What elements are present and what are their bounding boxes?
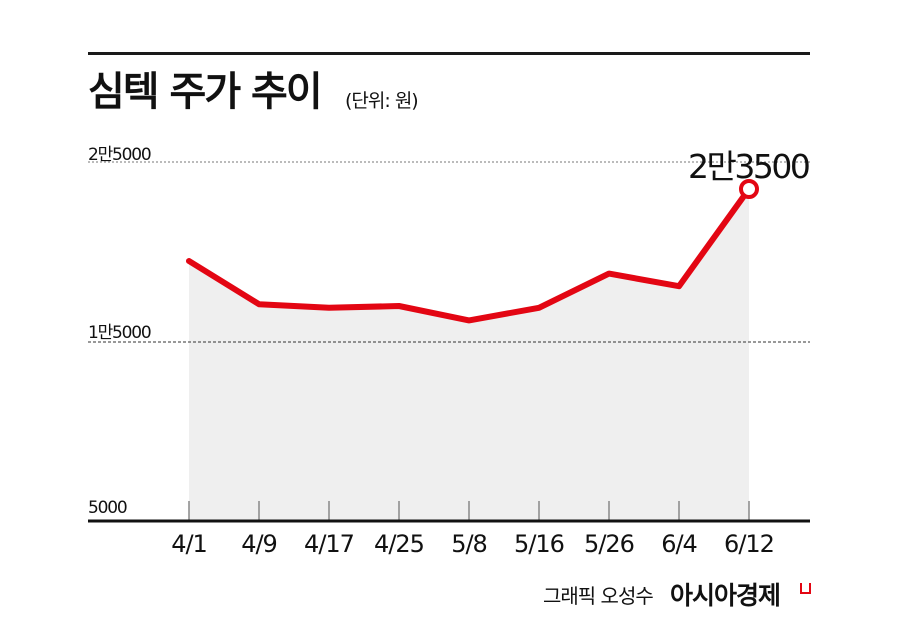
chart-title: 심텍 주가 추이 [88,69,323,115]
price-line [186,186,752,324]
unit-label: (단위: 원) [345,90,419,112]
x-label-4-25: 4/25 [374,530,425,558]
last-value-callout: 2만3500 [688,147,811,186]
brand-logo: 아시아경제 [670,581,781,610]
x-label-5-26: 5/26 [584,530,635,558]
area-fill [189,189,749,521]
last-point-marker [739,179,759,199]
x-ticks [188,501,750,521]
top-rule [88,52,810,55]
y-label-5000: 5000 [88,498,128,518]
x-label-4-9: 4/9 [241,530,278,558]
x-label-5-16: 5/16 [514,530,565,558]
x-label-6-4: 6/4 [661,530,698,558]
x-label-4-17: 4/17 [304,530,355,558]
x-label-6-12: 6/12 [724,530,775,558]
brand-mark-icon [800,583,811,594]
graphic-credit: 그래픽 오성수 [543,584,654,608]
y-label-25000: 2만5000 [88,145,152,165]
x-label-5-8: 5/8 [451,530,488,558]
y-label-15000: 1만5000 [88,323,152,343]
x-label-4-1: 4/1 [171,530,208,558]
